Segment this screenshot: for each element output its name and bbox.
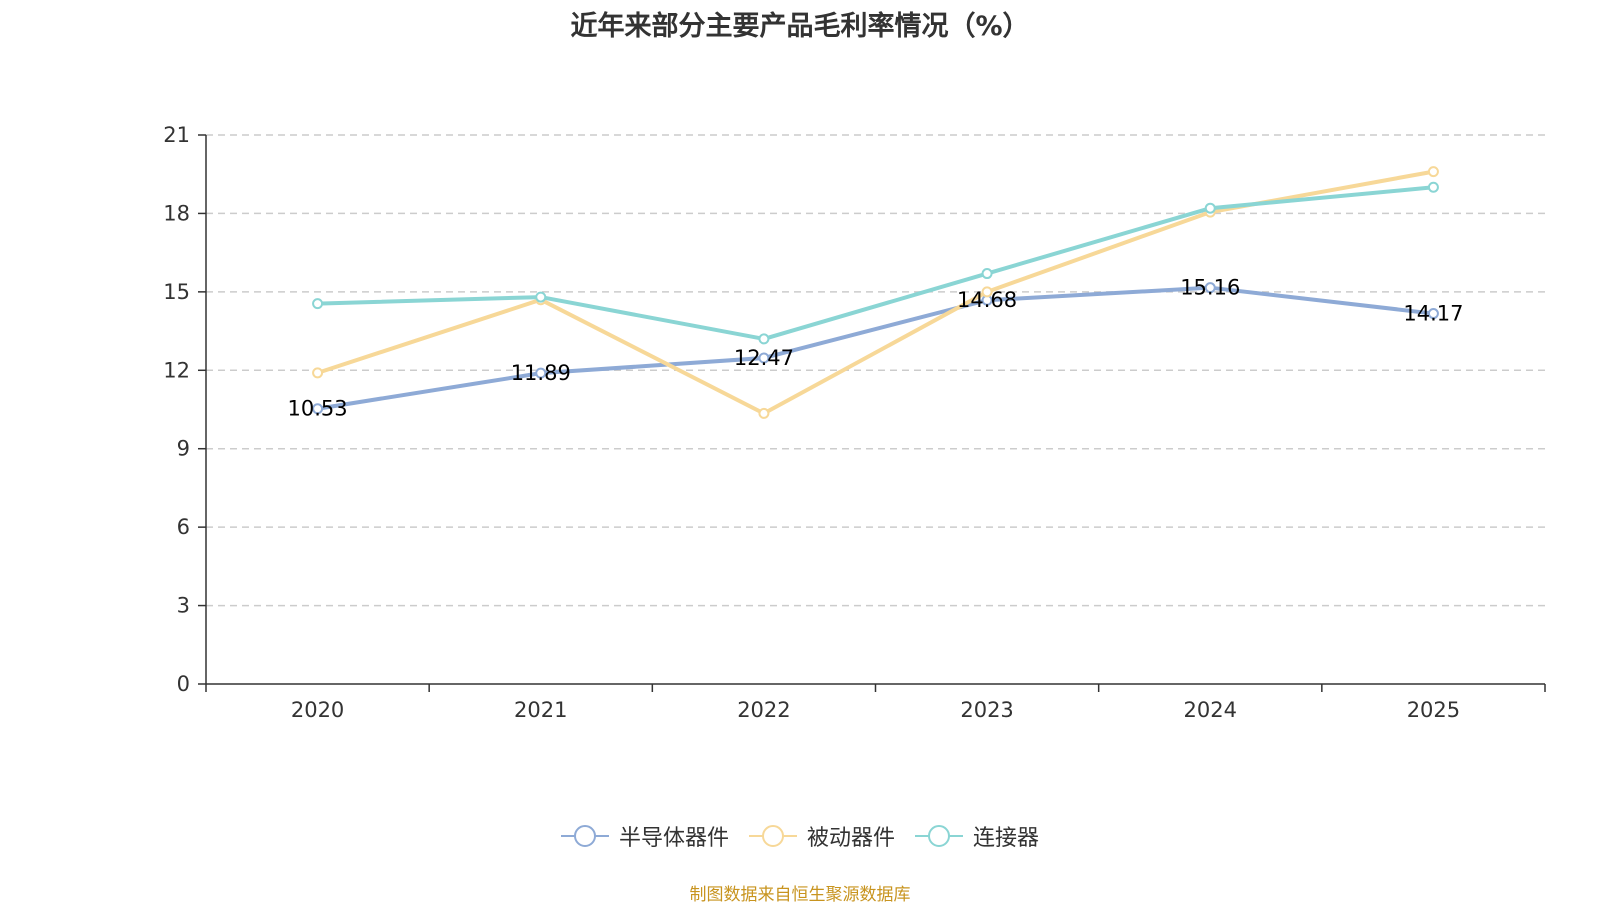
legend-label: 被动器件 bbox=[806, 826, 895, 851]
data-point bbox=[1427, 166, 1439, 178]
series-line-3 bbox=[317, 185, 1434, 341]
legend-label: 半导体器件 bbox=[618, 826, 729, 851]
data-point bbox=[312, 403, 324, 415]
y-tick-label: 18 bbox=[163, 201, 190, 225]
legend: 半导体器件 被动器件 连接器 bbox=[0, 820, 1600, 852]
data-label: 14.68 bbox=[957, 288, 1017, 312]
data-label: 14.17 bbox=[1403, 302, 1463, 326]
x-tick-label: 2025 bbox=[1407, 698, 1460, 722]
data-point bbox=[758, 407, 770, 419]
data-labels: 10.53 11.89 12.47 14.68 15.16 14.17 bbox=[288, 276, 1464, 421]
legend-swatch-icon bbox=[560, 825, 609, 847]
series-lines bbox=[312, 166, 1439, 419]
y-tick-label: 6 bbox=[177, 515, 190, 539]
data-label: 15.16 bbox=[1180, 276, 1240, 300]
legend-item[interactable]: 连接器 bbox=[915, 820, 1039, 852]
legend-item[interactable]: 半导体器件 bbox=[560, 820, 729, 852]
data-point bbox=[312, 367, 324, 379]
data-point bbox=[758, 333, 770, 345]
y-tick-label: 0 bbox=[177, 672, 190, 696]
data-point bbox=[1204, 202, 1216, 214]
y-tick-label: 12 bbox=[163, 358, 190, 382]
grid-lines bbox=[206, 134, 1545, 607]
axes: 0 3 6 9 12 15 18 21 2020 2021 2022 2023 2024 2025 bbox=[163, 123, 1546, 722]
y-tick-label: 21 bbox=[163, 123, 190, 147]
y-tick-label: 9 bbox=[177, 437, 190, 461]
data-point bbox=[758, 352, 770, 364]
y-tick-label: 15 bbox=[163, 280, 190, 304]
data-point bbox=[1427, 308, 1439, 320]
legend-swatch-icon bbox=[748, 825, 797, 847]
data-label: 11.89 bbox=[511, 361, 571, 385]
legend-label: 连接器 bbox=[973, 826, 1040, 851]
data-point bbox=[535, 291, 547, 303]
x-tick-label: 2022 bbox=[737, 698, 790, 722]
data-point bbox=[981, 268, 993, 280]
chart-title: 近年来部分主要产品毛利率情况（%） bbox=[570, 11, 1030, 42]
data-point bbox=[535, 367, 547, 379]
series-line-1 bbox=[317, 285, 1434, 411]
legend-swatch-icon bbox=[915, 825, 963, 847]
data-point bbox=[1427, 181, 1439, 193]
data-point bbox=[1204, 282, 1216, 294]
x-tick-label: 2024 bbox=[1184, 698, 1237, 722]
x-tick-label: 2021 bbox=[514, 698, 567, 722]
source-note: 制图数据来自恒生聚源数据库 bbox=[689, 885, 911, 905]
x-tick-label: 2020 bbox=[291, 698, 344, 722]
data-label: 10.53 bbox=[288, 397, 348, 421]
data-label: 12.47 bbox=[734, 346, 794, 370]
x-tick-label: 2023 bbox=[960, 698, 1013, 722]
data-point bbox=[981, 286, 993, 298]
legend-item[interactable]: 被动器件 bbox=[748, 820, 895, 852]
y-tick-label: 3 bbox=[177, 594, 190, 618]
data-point bbox=[312, 298, 324, 310]
